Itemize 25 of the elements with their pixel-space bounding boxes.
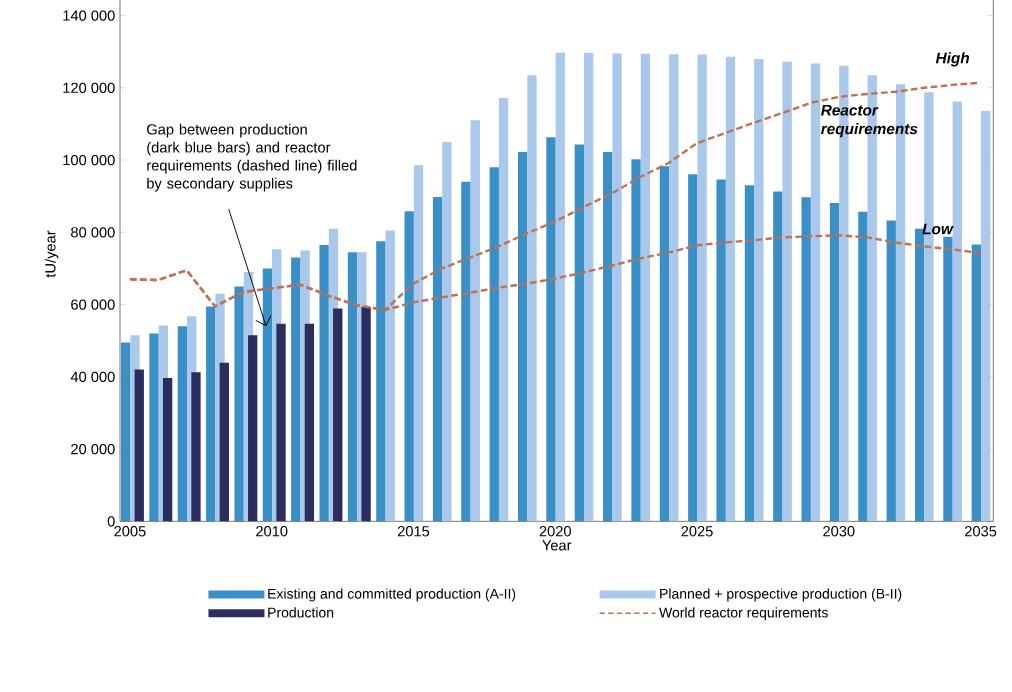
x-tick-label: 2025 — [681, 526, 713, 537]
x-tick-label: 2015 — [397, 526, 430, 537]
annotation: Gap between production (dark blue bars) and reactor requirements (dashed line) filled by secondary supplies — [147, 123, 357, 192]
legend-label: Production — [268, 607, 334, 618]
x-tick-label: 2005 — [114, 526, 146, 537]
y-tick-label: 0 — [107, 516, 115, 527]
y-axis-title: tU/year — [44, 230, 59, 278]
y-tick-label: 20 000 — [71, 443, 115, 455]
y-tick-label: 120 000 — [63, 82, 115, 94]
x-axis-title: Year — [542, 540, 572, 551]
legend-label: World reactor requirements — [659, 607, 828, 621]
x-tick-label: 2010 — [256, 526, 288, 537]
y-tick-label: 100 000 — [63, 154, 115, 166]
y-tick-label: 140 000 — [63, 10, 115, 21]
annotation: High — [935, 52, 970, 67]
annotation: Reactor requirements — [821, 104, 918, 138]
y-tick-label: 40 000 — [70, 371, 115, 383]
y-tick-label: 80 000 — [71, 227, 115, 238]
legend-label: Planned + prospective production (B-II) — [660, 588, 902, 602]
annotation: Low — [922, 223, 954, 235]
x-tick-label: 2020 — [539, 526, 571, 537]
x-tick-label: 2035 — [965, 526, 997, 537]
y-tick-label: 60 000 — [71, 299, 115, 310]
legend-label: Existing and committed production (A-II) — [268, 588, 516, 602]
x-tick-label: 2030 — [823, 526, 855, 537]
